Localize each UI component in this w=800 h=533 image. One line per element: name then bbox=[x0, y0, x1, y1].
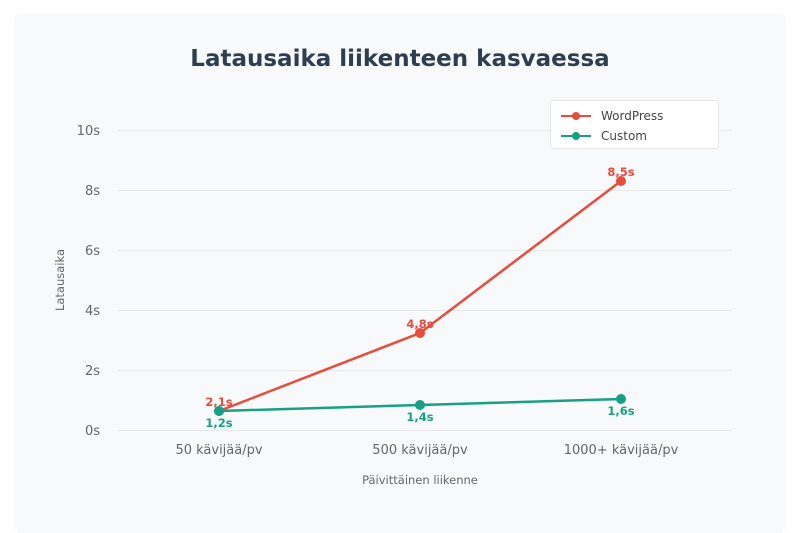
data-point bbox=[214, 406, 224, 416]
x-tick: 50 kävijää/pv bbox=[175, 443, 262, 458]
data-label: 1,6s bbox=[607, 404, 634, 418]
legend-swatch-icon bbox=[561, 111, 591, 121]
data-label: 4,8s bbox=[406, 317, 433, 331]
y-axis-ticks: 0s 2s 4s 6s 8s 10s bbox=[77, 124, 101, 439]
series-custom: 1,2s 1,4s 1,6s bbox=[205, 394, 635, 430]
grid-lines bbox=[118, 130, 732, 431]
y-tick: 0s bbox=[85, 424, 100, 439]
legend-item-wordpress[interactable]: WordPress bbox=[561, 106, 663, 126]
x-tick: 500 kävijää/pv bbox=[372, 443, 468, 458]
legend-swatch-icon bbox=[561, 131, 591, 141]
data-label: 1,4s bbox=[406, 410, 433, 424]
y-tick: 2s bbox=[85, 364, 100, 379]
data-label: 2,1s bbox=[205, 395, 232, 409]
y-axis-label: Latausaika bbox=[53, 249, 67, 311]
legend-item-custom[interactable]: Custom bbox=[561, 126, 647, 146]
y-tick: 8s bbox=[85, 184, 100, 199]
legend-label: Custom bbox=[601, 129, 647, 143]
data-label: 8,5s bbox=[607, 165, 634, 179]
y-tick: 10s bbox=[77, 124, 101, 139]
y-tick: 6s bbox=[85, 244, 100, 259]
data-point bbox=[415, 328, 425, 338]
series-wordpress: 2,1s 4,8s 8,5s bbox=[205, 165, 635, 413]
legend-label: WordPress bbox=[601, 109, 664, 123]
data-point bbox=[415, 400, 425, 410]
x-axis-ticks: 50 kävijää/pv 500 kävijää/pv 1000+ kävij… bbox=[175, 443, 678, 458]
data-label: 1,2s bbox=[205, 416, 232, 430]
x-tick: 1000+ kävijää/pv bbox=[564, 443, 679, 458]
y-tick: 4s bbox=[85, 304, 100, 319]
chart-title: Latausaika liikenteen kasvaessa bbox=[190, 46, 610, 72]
data-point bbox=[616, 176, 626, 186]
legend: WordPress Custom bbox=[550, 100, 719, 149]
data-point bbox=[616, 394, 626, 404]
x-axis-label: Päivittäinen liikenne bbox=[362, 473, 478, 487]
